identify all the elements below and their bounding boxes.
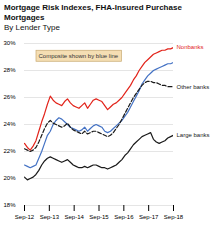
svg-text:26%: 26% xyxy=(3,94,16,100)
html-text:Mortgage Risk Indexes, FHA-Ins: Mortgage Risk Indexes, FHA-Insured Purch… xyxy=(4,3,182,22)
svg-text:20%: 20% xyxy=(3,175,16,181)
html-text:By Lender Type: By Lender Type xyxy=(4,23,60,32)
svg-text:Sep-13: Sep-13 xyxy=(40,214,60,220)
svg-text:Other banks: Other banks xyxy=(177,84,210,90)
svg-text:18%: 18% xyxy=(3,202,16,208)
svg-text:Sep-17: Sep-17 xyxy=(139,214,159,220)
svg-text:22%: 22% xyxy=(3,148,16,154)
svg-text:28%: 28% xyxy=(3,67,16,73)
svg-text:Sep-12: Sep-12 xyxy=(15,214,35,220)
svg-text:Sep-15: Sep-15 xyxy=(89,214,109,220)
svg-text:Sep-18: Sep-18 xyxy=(164,214,184,220)
svg-text:Sep-16: Sep-16 xyxy=(114,214,134,220)
svg-text:Large banks: Large banks xyxy=(177,132,210,138)
svg-text:Nonbanks: Nonbanks xyxy=(177,44,204,50)
svg-text:30%: 30% xyxy=(3,40,16,46)
svg-text:Sep-14: Sep-14 xyxy=(64,214,84,220)
svg-text:24%: 24% xyxy=(3,121,16,127)
svg-text:Composite shown by blue line: Composite shown by blue line xyxy=(39,53,119,59)
